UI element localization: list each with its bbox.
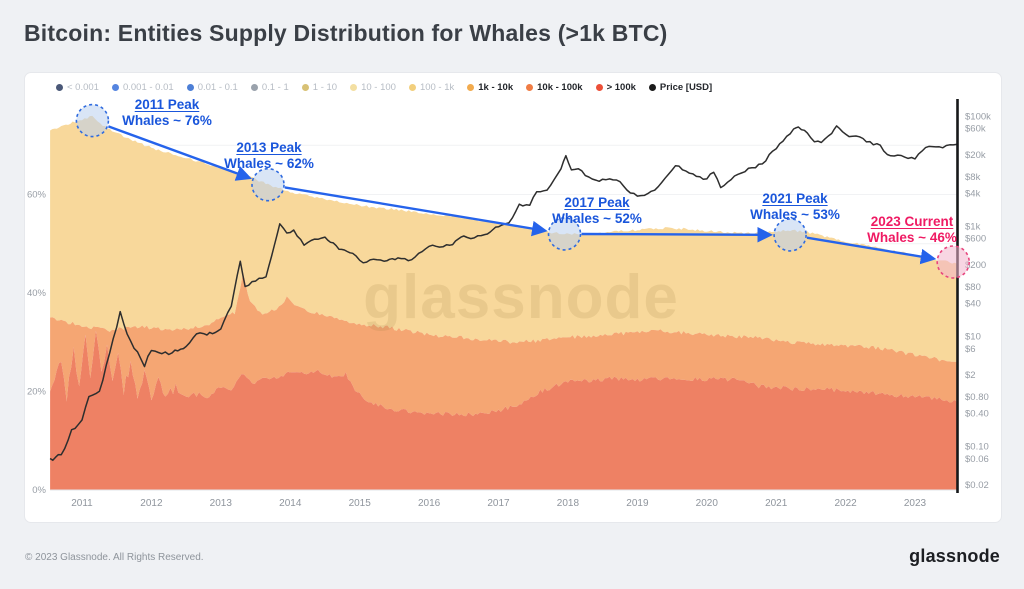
legend-item-price-usd[interactable]: Price [USD] xyxy=(648,82,713,93)
legend-dot xyxy=(301,84,309,91)
glassnode-logo[interactable]: glassnode xyxy=(909,546,1000,566)
legend-label: 10 - 100 xyxy=(361,82,396,93)
legend-dot xyxy=(595,84,603,91)
legend-label: Price [USD] xyxy=(659,82,713,93)
legend-label: 1 - 10 xyxy=(312,82,338,93)
legend-item-10k-100k[interactable]: 10k - 100k xyxy=(526,82,583,93)
legend-label: 1k - 10k xyxy=(478,82,514,93)
chart-card xyxy=(24,72,1002,523)
legend-item-1-10[interactable]: 1 - 10 xyxy=(301,82,338,93)
legend-dot xyxy=(56,84,63,91)
page-title: Bitcoin: Entities Supply Distribution fo… xyxy=(24,20,668,46)
legend-dot xyxy=(111,84,119,91)
legend-label: > 100k xyxy=(606,82,636,93)
legend-label: 0.001 - 0.01 xyxy=(122,82,174,93)
legend-dot xyxy=(648,84,656,91)
legend-item-100k[interactable]: > 100k xyxy=(595,82,636,93)
legend-item-0-001-0-01[interactable]: 0.001 - 0.01 xyxy=(111,82,174,93)
legend-dot xyxy=(186,84,194,91)
legend-label: 0.1 - 1 xyxy=(261,82,289,93)
legend-item-1k-10k[interactable]: 1k - 10k xyxy=(467,82,513,93)
legend-label: 0.01 - 0.1 xyxy=(197,82,238,93)
legend-dot xyxy=(526,84,534,91)
legend-item-0-1-1[interactable]: 0.1 - 1 xyxy=(250,82,289,93)
copyright-text: © 2023 Glassnode. All Rights Reserved. xyxy=(25,552,204,563)
legend-dot xyxy=(350,84,358,91)
chart-legend: < 0.001 0.001 - 0.01 0.01 - 0.1 0.1 - 1 1 - … xyxy=(56,82,712,93)
legend-dot xyxy=(467,84,475,91)
legend-item-100-1k[interactable]: 100 - 1k xyxy=(408,82,455,93)
legend-item-10-100[interactable]: 10 - 100 xyxy=(350,82,396,93)
legend-item-0-01-0-1[interactable]: 0.01 - 0.1 xyxy=(186,82,238,93)
legend-label: 10k - 100k xyxy=(537,82,583,93)
legend-item-0-001[interactable]: < 0.001 xyxy=(56,82,99,93)
legend-label: 100 - 1k xyxy=(419,82,455,93)
legend-dot xyxy=(408,84,416,91)
legend-dot xyxy=(250,84,258,91)
legend-label: < 0.001 xyxy=(67,82,99,93)
